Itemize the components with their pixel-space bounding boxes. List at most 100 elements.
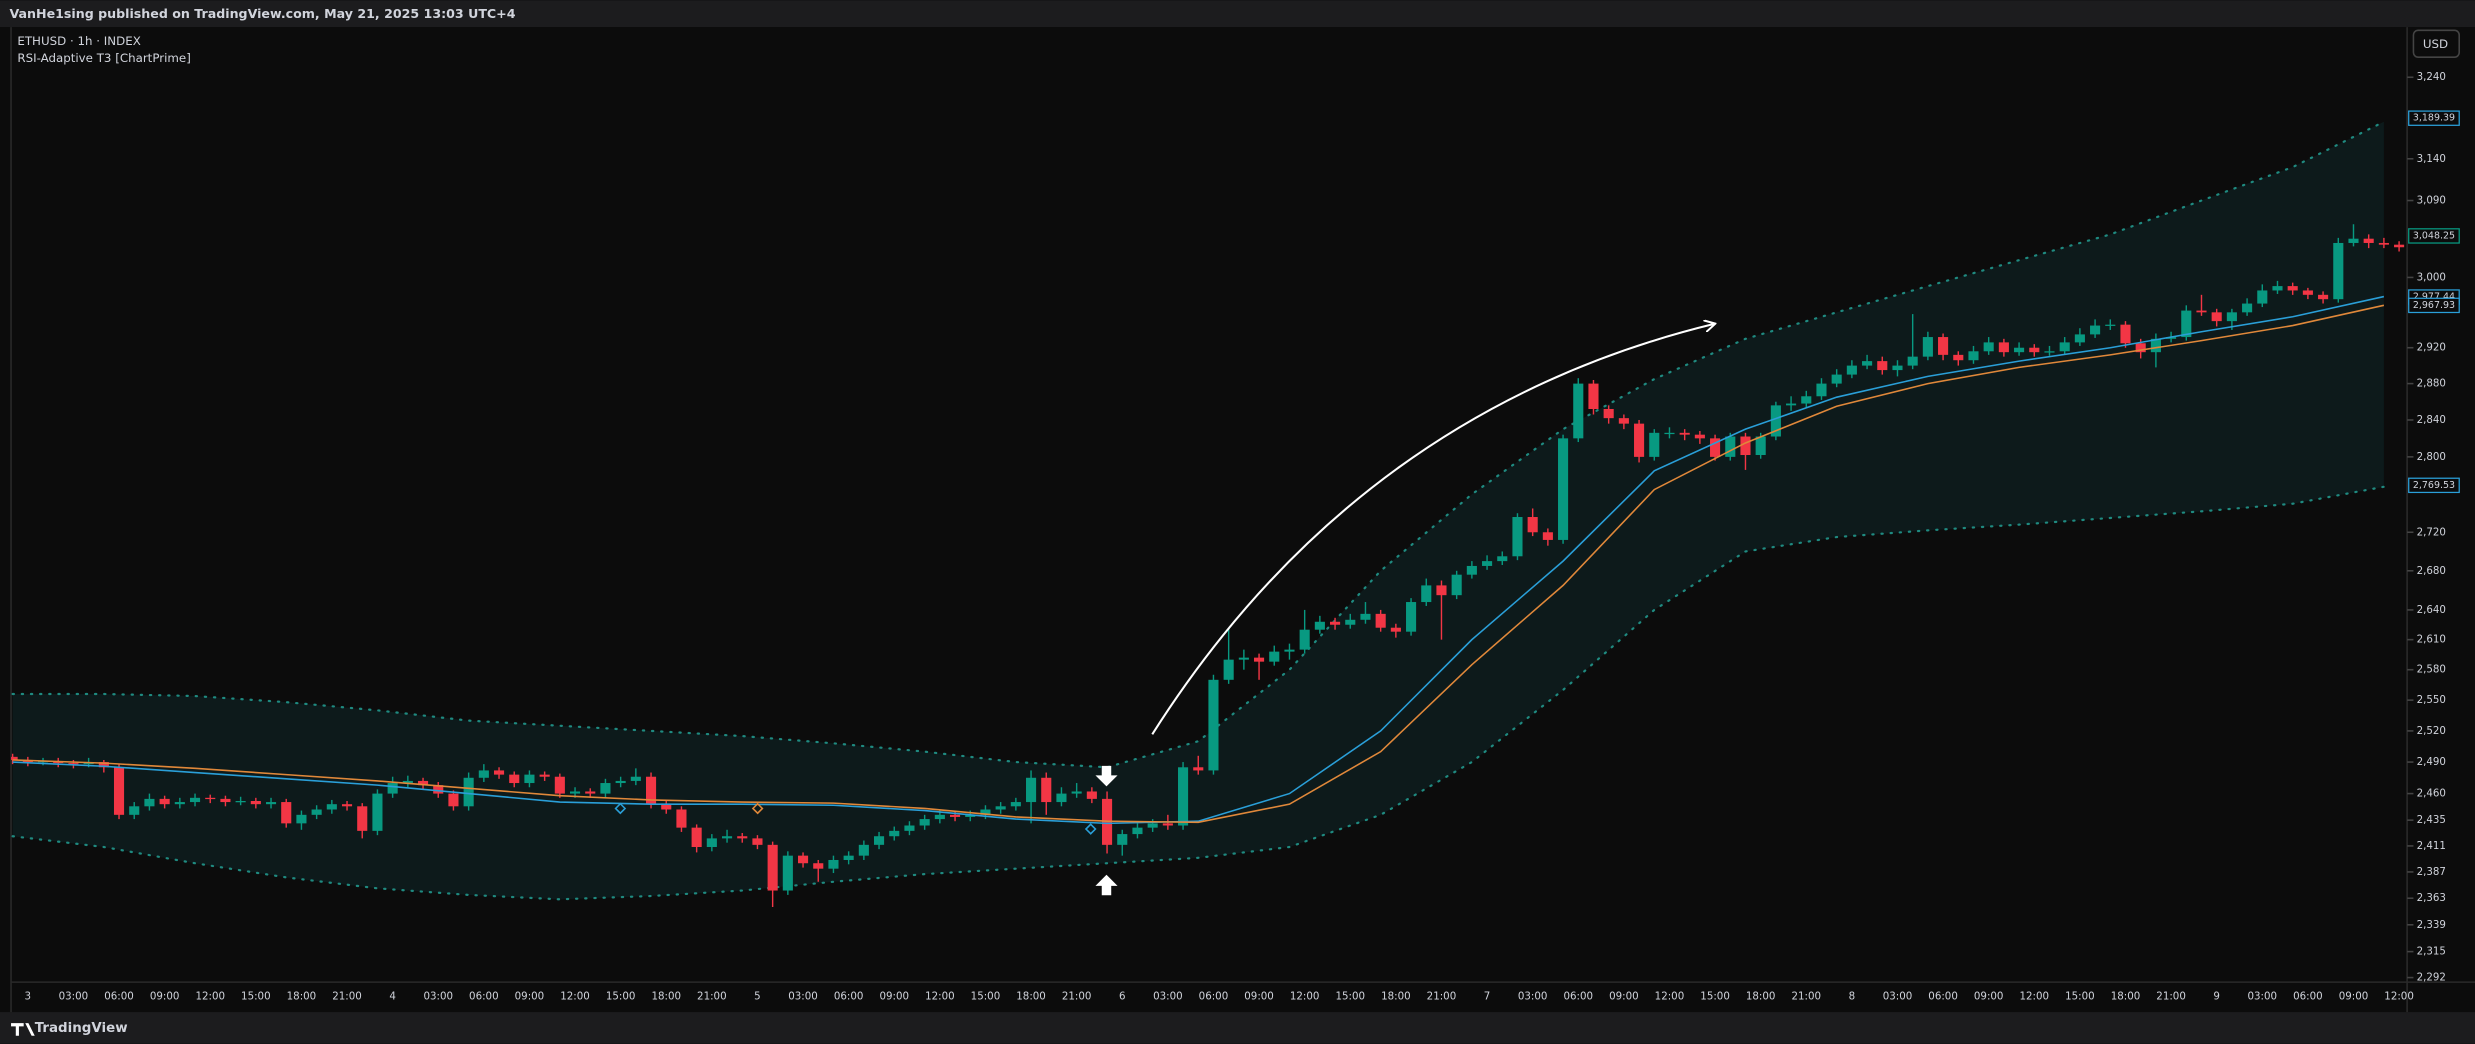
x-tick-label: 21:00 (1062, 990, 1092, 1002)
logo (11, 1023, 35, 1036)
band-line (11, 485, 2385, 901)
x-tick-label: 09:00 (879, 990, 909, 1002)
x-tick-label: 15:00 (1335, 990, 1365, 1002)
candle-body (1542, 532, 1553, 540)
x-tick-label: 03:00 (1883, 990, 1913, 1002)
x-tick-label: 5 (754, 990, 761, 1002)
currency[interactable]: USD (2423, 37, 2448, 51)
candle-body (1269, 651, 1280, 662)
y-tick-label: 2,490 (2417, 756, 2446, 768)
y-tick-label: 2,339 (2417, 919, 2446, 931)
x-tick-label: 3 (25, 990, 32, 1002)
candle-body (1664, 432, 1675, 435)
candle-body (874, 836, 885, 845)
candle-body (813, 863, 824, 869)
band-fill (12, 121, 2384, 900)
x-tick-label: 06:00 (469, 990, 499, 1002)
candle-body (448, 793, 459, 807)
x-tick-label: 15:00 (971, 990, 1001, 1002)
candle-body (296, 814, 307, 824)
candle-body (372, 793, 383, 831)
candle-body (463, 777, 474, 807)
candle-body (676, 809, 687, 828)
y-tick-label: 2,640 (2417, 604, 2446, 616)
candle-body (2333, 242, 2344, 300)
candle-body (1238, 657, 1249, 660)
candle-body (1436, 585, 1447, 596)
x-tick-label: 09:00 (1244, 990, 1274, 1002)
candle-body (2166, 337, 2177, 339)
candle-body (980, 809, 991, 815)
candle-body (2196, 310, 2207, 313)
candle-body (1679, 432, 1690, 435)
x-tick-label: 21:00 (697, 990, 727, 1002)
candle-body (387, 783, 398, 794)
candle-body (1603, 409, 1614, 419)
candle-body (402, 780, 413, 784)
x-tick-label: 15:00 (241, 990, 271, 1002)
x-tick-label: 18:00 (2111, 990, 2141, 1002)
candle-body (2135, 343, 2146, 353)
x-tick-label: 03:00 (788, 990, 818, 1002)
x-tick-label: 18:00 (1381, 990, 1411, 1002)
candle-body (1086, 791, 1097, 799)
candle-body (2348, 238, 2359, 243)
candle-body (1406, 602, 1417, 632)
candle-body (2120, 324, 2131, 344)
y-tick-label: 2,435 (2417, 814, 2446, 826)
x-tick-label: 15:00 (1700, 990, 1730, 1002)
candle-body (357, 806, 368, 831)
candle-body (2242, 303, 2253, 313)
y-tick-label: 3,240 (2417, 71, 2446, 83)
candle-body (341, 804, 353, 807)
y-tick-label: 2,363 (2417, 892, 2446, 904)
x-tick-label: 06:00 (1563, 990, 1593, 1002)
x-tick-label: 03:00 (1518, 990, 1548, 1002)
candle-body (205, 797, 216, 800)
candle-body (950, 814, 961, 817)
y-tick-label: 2,800 (2417, 451, 2446, 463)
candle-body (2363, 238, 2374, 243)
y-tick-label: 2,411 (2417, 840, 2446, 852)
candle-body (706, 838, 717, 847)
signal-arrow-down (1095, 765, 1118, 787)
candle-body (661, 804, 672, 810)
candle-body (1983, 342, 1994, 352)
candle-body (539, 774, 550, 777)
candle-body (2014, 347, 2025, 353)
candle-body (1193, 767, 1204, 771)
candle-body (1801, 396, 1812, 404)
candle-body (2044, 351, 2055, 353)
x-tick-label: 18:00 (287, 990, 317, 1002)
x-tick-label: 09:00 (150, 990, 180, 1002)
candle-body (326, 804, 337, 810)
candle-body (189, 797, 201, 803)
x-tick-label: 06:00 (2293, 990, 2323, 1002)
signal-diamond (1084, 823, 1097, 835)
candle-body (478, 770, 489, 778)
candle-body (281, 802, 292, 824)
candle-body (1755, 436, 1766, 456)
candle-body (2302, 290, 2313, 295)
candle-body (1284, 649, 1295, 652)
candle-body (1968, 351, 1979, 361)
candle-body (1877, 361, 1888, 371)
y-tick-label: 2,840 (2417, 414, 2446, 426)
candle-body (250, 801, 261, 805)
candle-body (1345, 619, 1356, 625)
price-label: 2,967.93 (2413, 300, 2455, 311)
x-tick-label: 09:00 (515, 990, 545, 1002)
candle-body (1208, 679, 1219, 771)
candle-body (1132, 827, 1143, 835)
y-tick-label: 2,580 (2417, 664, 2446, 676)
x-tick-label: 09:00 (1974, 990, 2004, 1002)
candle-body (752, 838, 763, 845)
currency-button[interactable] (2412, 29, 2461, 58)
x-tick-label: 4 (389, 990, 396, 1002)
candle-body (797, 855, 809, 864)
candle-body (1527, 517, 1538, 533)
candle-body (554, 776, 565, 794)
price-label-box (2408, 477, 2460, 494)
y-tick-label: 2,315 (2417, 946, 2446, 958)
x-tick-label: 12:00 (560, 990, 590, 1002)
